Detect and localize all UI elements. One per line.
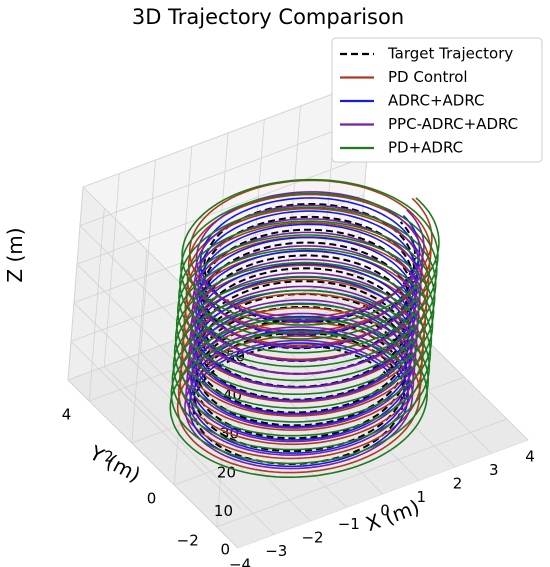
grid-y-floor: [174, 376, 465, 486]
x-tick-label: 0: [380, 502, 390, 520]
grid-x-floor: [212, 325, 384, 495]
grid-z-side: [67, 379, 239, 549]
grid-z-side: [76, 263, 248, 433]
legend-label: Target Trajectory: [387, 45, 513, 63]
grid-x-back: [67, 186, 84, 381]
x-tick-label: 2: [453, 475, 463, 493]
grid-z-back: [76, 155, 368, 265]
series-layer: [169, 178, 440, 479]
series-line: [188, 197, 421, 468]
chart-title: 3D Trajectory Comparison: [132, 5, 404, 29]
grid-x-back: [140, 159, 156, 354]
grid-x-floor: [104, 366, 275, 535]
legend: Target Trajectory PD Control ADRC+ADRC PPC-…: [331, 37, 543, 163]
z-tick-label: 0: [220, 541, 230, 559]
grid-y-floor: [216, 418, 507, 528]
grid-z-back: [73, 194, 365, 304]
x-tick-label: −1: [338, 515, 360, 533]
x-tick-label: −4: [229, 556, 251, 567]
y-tick-label: 2: [104, 448, 114, 466]
x-tick-label: −3: [265, 542, 287, 560]
series-line: [169, 178, 440, 479]
grid-x-back: [285, 105, 301, 300]
z-axis-label: Z (m): [3, 227, 27, 282]
grid-z-side: [73, 302, 245, 472]
legend-label: ADRC+ADRC: [388, 92, 485, 110]
legend-label: PD+ADRC: [388, 139, 463, 157]
legend-box: [331, 37, 543, 163]
grid-z-side: [70, 341, 242, 510]
z-tick-label: 10: [214, 502, 233, 520]
x-tick-label: 1: [417, 488, 427, 506]
y-tick-label: 0: [147, 490, 157, 508]
z-tick-label: 20: [217, 463, 236, 481]
x-tick-label: 4: [525, 448, 535, 466]
grid-z-back: [79, 117, 371, 226]
grid-z-back: [82, 78, 374, 188]
grid-y-side: [88, 207, 105, 402]
x-tick-label: 3: [489, 461, 499, 479]
y-tick-label: −2: [177, 532, 199, 550]
x-axis-label: X (m): [363, 495, 423, 536]
legend-label: PPC-ADRC+ADRC: [388, 115, 518, 133]
grid-x-back: [103, 173, 120, 367]
legend-label: PD Control: [388, 68, 468, 86]
y-tick-label: 4: [62, 406, 72, 424]
grid-y-side: [131, 249, 148, 444]
x-tick-label: −2: [301, 529, 323, 547]
